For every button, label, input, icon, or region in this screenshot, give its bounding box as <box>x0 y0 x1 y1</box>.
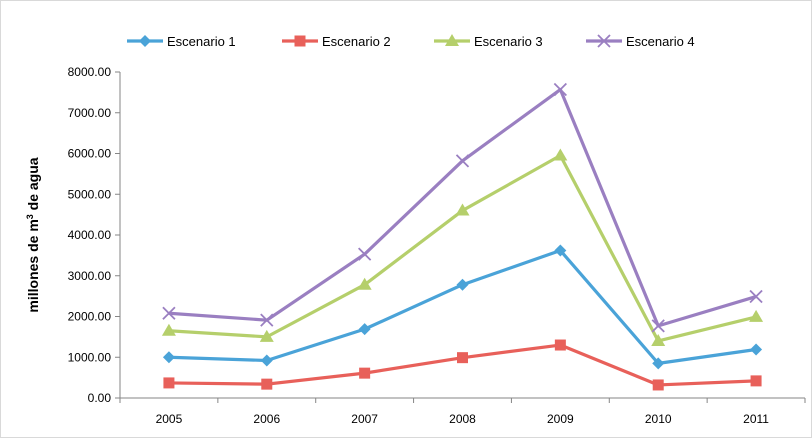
legend-item: Escenario 4 <box>586 34 695 49</box>
data-point-x <box>260 313 274 327</box>
data-point-diamond <box>260 354 273 367</box>
data-point-triangle <box>553 148 568 161</box>
data-point-x <box>749 289 763 304</box>
y-tick-label: 2000.00 <box>68 310 112 324</box>
series-escenario-1 <box>162 244 763 370</box>
x-tick-label: 2006 <box>253 412 280 426</box>
data-point-square <box>457 352 468 364</box>
y-tick-label: 3000.00 <box>68 269 112 283</box>
y-axis-title-prefix: millones de m <box>25 219 41 312</box>
data-point-diamond <box>162 351 175 364</box>
data-point-triangle <box>455 203 470 216</box>
x-tick-label: 2007 <box>351 412 378 426</box>
y-tick-label: 5000.00 <box>68 187 112 201</box>
y-axis-title-suffix: de agua <box>25 157 41 214</box>
legend-label: Escenario 2 <box>322 34 391 49</box>
x-tick-labels: 2005 2006 2007 2008 2009 2010 2011 <box>119 398 806 426</box>
y-axis-title: millones de m3 de agua <box>25 157 41 312</box>
data-point-square <box>750 375 762 387</box>
data-point-x <box>358 247 372 261</box>
y-tick-label: 7000.00 <box>68 106 112 120</box>
y-tick-label: 6000.00 <box>68 147 112 161</box>
data-point-diamond <box>139 35 151 47</box>
legend: Escenario 1 Escenario 2 Escenario 3 Escenar… <box>127 34 695 49</box>
legend-label: Escenario 1 <box>167 34 236 49</box>
y-axis-title-superscript: 3 <box>25 214 35 219</box>
y-tick-label: 0.00 <box>88 391 112 405</box>
legend-item: Escenario 1 <box>127 34 236 49</box>
data-point-x <box>455 154 470 168</box>
x-tick-label: 2009 <box>547 412 574 426</box>
data-point-diamond <box>358 323 371 336</box>
series-escenario-3 <box>161 148 764 346</box>
data-point-square <box>359 367 371 379</box>
data-point-square <box>261 378 273 390</box>
x-tick-label: 2005 <box>156 412 183 426</box>
data-point-square <box>294 35 306 47</box>
data-point-triangle <box>445 34 459 46</box>
y-tick-label: 1000.00 <box>68 350 112 364</box>
y-tick-labels: 0.00 1000.00 2000.00 3000.00 4000.00 5000.00 6… <box>68 65 120 405</box>
series-layer <box>161 82 764 391</box>
x-tick-label: 2011 <box>743 412 769 426</box>
data-point-triangle <box>749 309 764 322</box>
legend-item: Escenario 3 <box>434 34 543 49</box>
data-point-square <box>554 339 566 351</box>
series-escenario-4 <box>162 82 763 333</box>
data-point-square <box>652 379 664 391</box>
data-point-triangle <box>357 277 372 290</box>
legend-label: Escenario 3 <box>474 34 543 49</box>
data-point-diamond <box>456 278 469 291</box>
y-tick-label: 4000.00 <box>68 228 112 242</box>
x-tick-label: 2008 <box>449 412 476 426</box>
data-point-square <box>163 377 175 389</box>
legend-item: Escenario 2 <box>282 34 391 49</box>
series-escenario-2 <box>163 339 762 391</box>
y-tick-label: 8000.00 <box>68 65 112 79</box>
data-point-x <box>162 306 176 320</box>
data-point-diamond <box>750 343 763 356</box>
data-point-triangle <box>259 329 274 342</box>
data-point-diamond <box>554 244 567 257</box>
data-point-x <box>651 319 665 333</box>
x-tick-label: 2010 <box>645 412 672 426</box>
data-point-triangle <box>161 323 176 336</box>
data-point-diamond <box>652 357 665 370</box>
data-point-x <box>553 82 567 97</box>
legend-label: Escenario 4 <box>626 34 695 49</box>
data-point-x <box>597 34 611 48</box>
data-point-triangle <box>651 333 666 346</box>
